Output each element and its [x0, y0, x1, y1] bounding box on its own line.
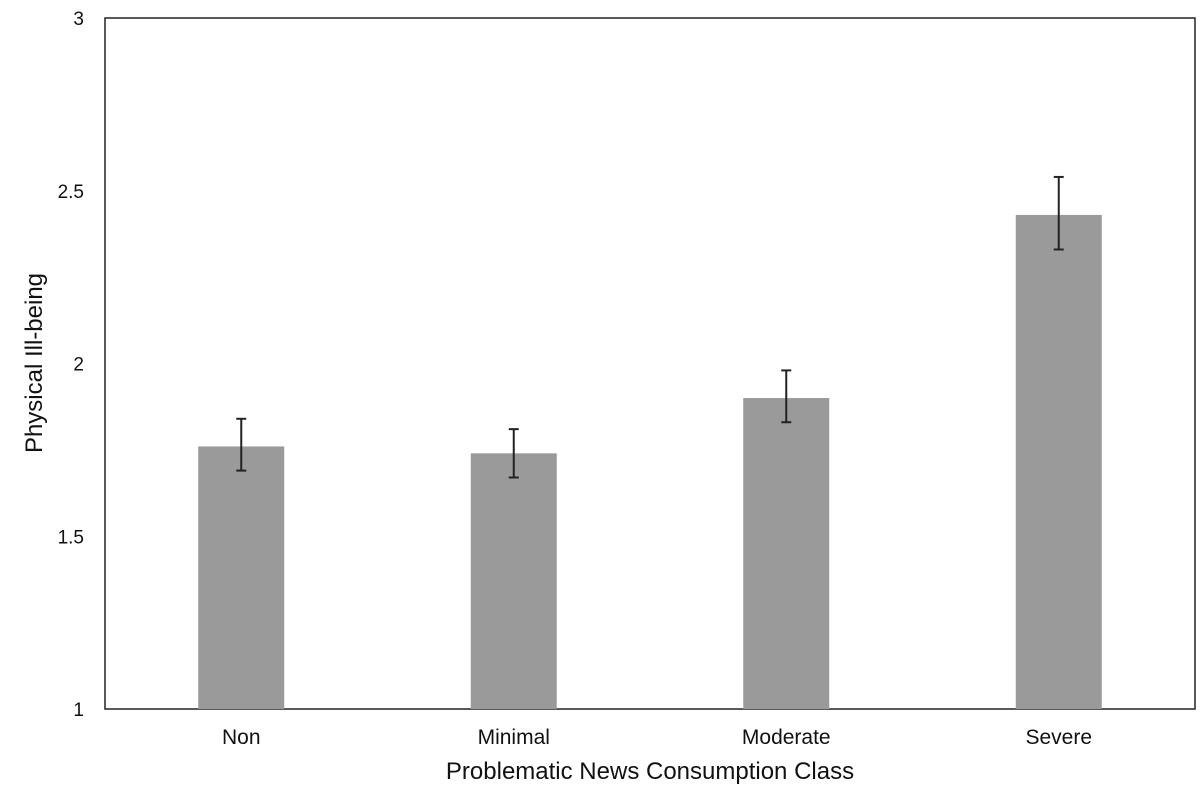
error-bars — [236, 175, 1064, 479]
bars — [198, 214, 1102, 709]
bar-moderate — [743, 398, 830, 709]
y-tick-label: 1.5 — [58, 527, 84, 548]
x-category-label: Severe — [1025, 726, 1092, 749]
y-tick-label: 2.5 — [58, 182, 84, 203]
y-tick-label: 2 — [73, 355, 84, 376]
x-axis-categories: Non Minimal Moderate Severe — [222, 726, 1092, 749]
bar-non — [198, 446, 285, 709]
x-category-label: Minimal — [478, 726, 550, 749]
plot-frame — [104, 17, 1196, 710]
x-category-label: Non — [222, 726, 261, 749]
bar-minimal — [470, 453, 557, 709]
y-axis-title: Physical Ill-being — [21, 273, 48, 453]
x-category-label: Moderate — [742, 726, 831, 749]
x-axis-title: Problematic News Consumption Class — [446, 758, 854, 785]
y-tick-label: 1 — [73, 700, 84, 721]
y-axis-ticks: 1 1.5 2 2.5 3 — [58, 9, 84, 721]
y-tick-label: 3 — [73, 9, 84, 30]
bar-severe — [1015, 214, 1102, 709]
